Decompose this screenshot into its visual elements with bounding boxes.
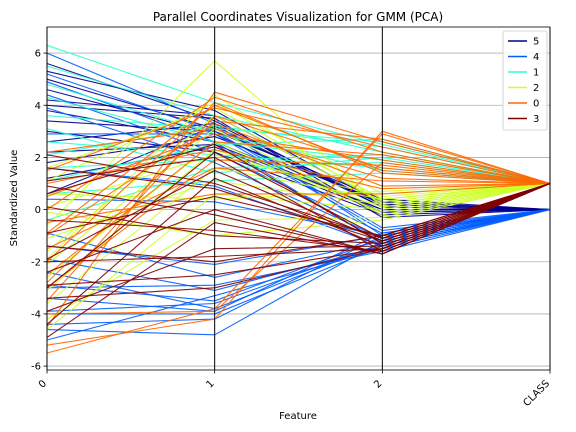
chart-title: Parallel Coordinates Visualization for G… bbox=[153, 10, 443, 24]
x-tick-label: 2 bbox=[372, 378, 384, 390]
y-axis-label: Standardized Value bbox=[9, 150, 20, 247]
y-tick-label: -6 bbox=[31, 362, 41, 373]
legend-label: 0 bbox=[533, 99, 539, 110]
legend-label: 4 bbox=[533, 52, 539, 63]
y-tick-label: 0 bbox=[35, 205, 41, 216]
legend-label: 2 bbox=[533, 83, 539, 94]
y-axis-ticks: -6 -4 -2 0 2 4 6 bbox=[31, 49, 47, 373]
legend-frame bbox=[503, 31, 547, 130]
legend-label: 3 bbox=[533, 114, 539, 125]
x-axis-label: Feature bbox=[279, 411, 317, 422]
legend-label: 1 bbox=[533, 68, 539, 79]
x-tick-label: 0 bbox=[37, 378, 49, 390]
legend-label: 5 bbox=[533, 37, 539, 48]
y-tick-label: -4 bbox=[31, 309, 41, 320]
y-tick-label: 6 bbox=[35, 49, 41, 60]
y-tick-label: 4 bbox=[35, 101, 41, 112]
y-tick-label: 2 bbox=[35, 153, 41, 164]
y-tick-label: -2 bbox=[31, 257, 41, 268]
legend: 5 4 1 2 0 3 bbox=[503, 31, 547, 130]
x-tick-label: CLASS bbox=[521, 378, 552, 409]
x-axis-ticks: 0 1 2 CLASS bbox=[37, 370, 552, 409]
x-tick-label: 1 bbox=[205, 378, 217, 390]
data-lines bbox=[47, 45, 550, 353]
